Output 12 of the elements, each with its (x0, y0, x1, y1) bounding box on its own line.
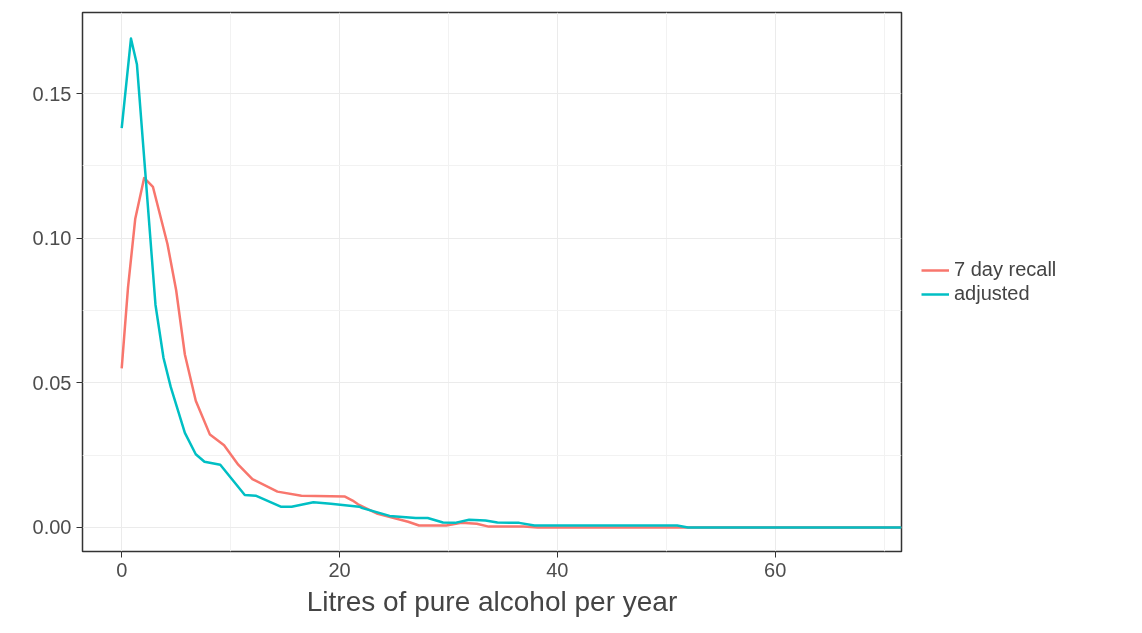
y-tick-label: 0.10 (32, 227, 72, 250)
x-tick-label: 60 (764, 558, 787, 581)
y-tick-label: 0.05 (32, 371, 72, 394)
x-axis-title: Litres of pure alcohol per year (306, 585, 678, 617)
x-tick-label: 0 (116, 558, 128, 581)
line-series (120, 37, 902, 529)
x-tick-label: 20 (328, 558, 351, 581)
y-tick-label: 0.00 (32, 516, 72, 539)
x-tick-label: 40 (546, 558, 569, 581)
legend-label: 7 day recall (954, 257, 1057, 282)
y-tick-label: 0.15 (32, 82, 72, 105)
legend-label: adjusted (954, 281, 1030, 306)
